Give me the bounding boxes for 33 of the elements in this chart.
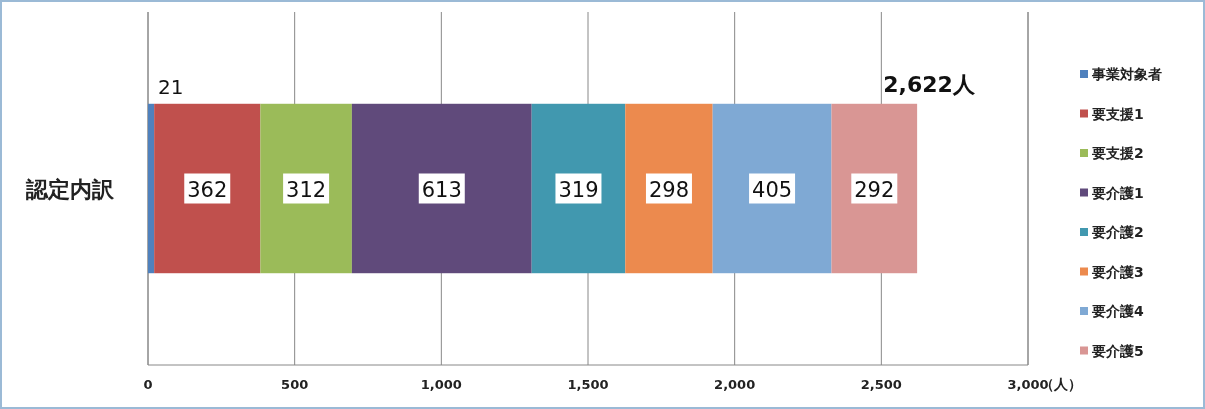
data-label: 362: [187, 177, 228, 202]
x-tick-label: 3,000: [1007, 377, 1049, 392]
bar: [260, 103, 352, 274]
bar: [351, 103, 532, 274]
bar: [154, 103, 261, 274]
data-label: 312: [286, 177, 327, 202]
data-label: 292: [854, 177, 895, 202]
legend-label: 要介護4: [1091, 303, 1144, 319]
x-tick-label: 0: [143, 377, 153, 392]
legend-label: 要介護5: [1091, 342, 1144, 359]
bar: [148, 103, 155, 274]
legend-label: 要支援1: [1091, 105, 1144, 122]
x-tick-label: 1,500: [567, 377, 609, 392]
bar: [831, 103, 918, 274]
legend-label: 要介護2: [1091, 224, 1144, 240]
data-label: 613: [421, 177, 462, 202]
data-label: 298: [648, 177, 690, 202]
legend-label: 事業対象者: [1091, 66, 1162, 82]
legend-label: 要介護3: [1091, 263, 1144, 280]
bar: [625, 103, 713, 274]
x-tick-label: 1,000: [420, 377, 462, 392]
data-label: 21: [158, 74, 184, 99]
bar: [712, 103, 832, 274]
bar: [531, 103, 626, 274]
legend-label: 要介護1: [1091, 184, 1144, 201]
y-tick-label: 認定内訳: [25, 176, 115, 202]
legend-label: 要支援2: [1091, 145, 1144, 161]
data-label: 319: [558, 177, 599, 202]
x-tick-label: 2,000: [714, 377, 756, 392]
x-tick-label: 2,500: [860, 377, 902, 392]
x-tick-label: 500: [281, 377, 309, 392]
total-label: 2,622人: [883, 71, 976, 97]
data-label: 405: [752, 177, 793, 202]
